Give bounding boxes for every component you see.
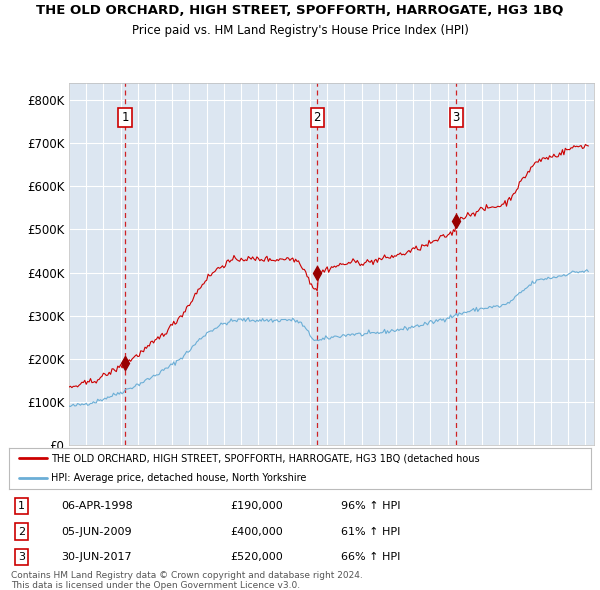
Text: £520,000: £520,000	[230, 552, 283, 562]
Text: THE OLD ORCHARD, HIGH STREET, SPOFFORTH, HARROGATE, HG3 1BQ (detached hous: THE OLD ORCHARD, HIGH STREET, SPOFFORTH,…	[51, 453, 479, 463]
Text: 3: 3	[452, 111, 460, 124]
Text: £400,000: £400,000	[230, 526, 283, 536]
Text: Contains HM Land Registry data © Crown copyright and database right 2024.: Contains HM Land Registry data © Crown c…	[11, 571, 362, 579]
Text: 05-JUN-2009: 05-JUN-2009	[61, 526, 132, 536]
Text: This data is licensed under the Open Government Licence v3.0.: This data is licensed under the Open Gov…	[11, 581, 300, 589]
Text: Price paid vs. HM Land Registry's House Price Index (HPI): Price paid vs. HM Land Registry's House …	[131, 24, 469, 37]
Text: 2: 2	[18, 526, 25, 536]
Text: £190,000: £190,000	[230, 502, 283, 511]
Text: 06-APR-1998: 06-APR-1998	[61, 502, 133, 511]
Text: 1: 1	[121, 111, 129, 124]
Text: HPI: Average price, detached house, North Yorkshire: HPI: Average price, detached house, Nort…	[51, 473, 306, 483]
Text: 3: 3	[19, 552, 25, 562]
Text: 66% ↑ HPI: 66% ↑ HPI	[341, 552, 400, 562]
Text: 61% ↑ HPI: 61% ↑ HPI	[341, 526, 400, 536]
Text: 2: 2	[314, 111, 321, 124]
Text: THE OLD ORCHARD, HIGH STREET, SPOFFORTH, HARROGATE, HG3 1BQ: THE OLD ORCHARD, HIGH STREET, SPOFFORTH,…	[37, 4, 563, 17]
Text: 1: 1	[19, 502, 25, 511]
Text: 30-JUN-2017: 30-JUN-2017	[61, 552, 132, 562]
Text: 96% ↑ HPI: 96% ↑ HPI	[341, 502, 400, 511]
